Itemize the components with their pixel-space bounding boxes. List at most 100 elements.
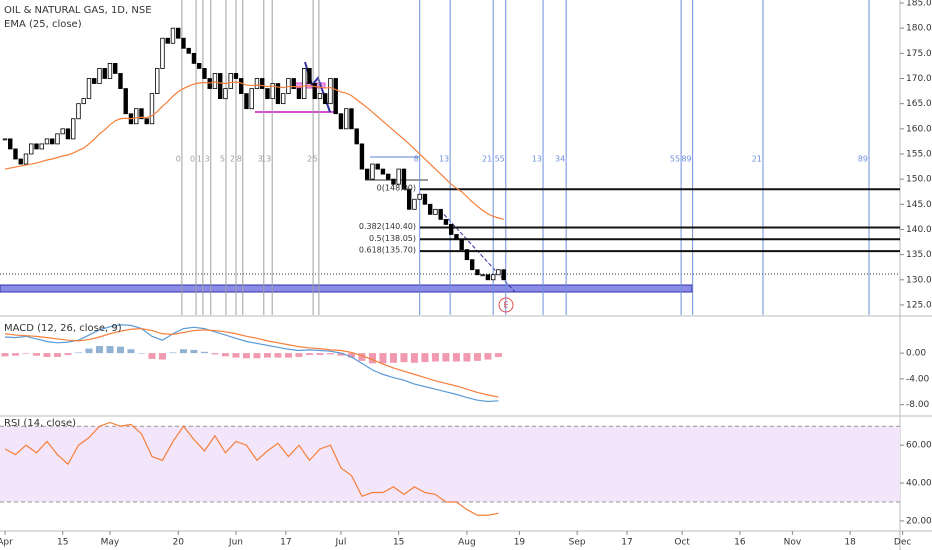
chart-title: OIL & NATURAL GAS, 1D, NSE <box>4 5 152 16</box>
candle <box>485 274 491 281</box>
histogram-bar <box>316 353 324 356</box>
histogram-bar <box>127 349 135 354</box>
histogram-bar <box>106 346 114 354</box>
histogram-bar <box>295 353 303 357</box>
fib-label: 0.382(140.40) <box>359 222 416 231</box>
histogram-bar <box>431 353 439 362</box>
time-label: 55 <box>495 155 505 164</box>
fib-label: 0.5(138.05) <box>369 234 416 243</box>
candle <box>391 178 396 185</box>
candle <box>228 73 233 89</box>
candle <box>113 63 118 74</box>
x-tick-label: 15 <box>57 538 68 548</box>
histogram-bar <box>337 353 345 356</box>
candle <box>92 78 97 84</box>
histogram-bar <box>326 353 334 355</box>
time-label: 8 <box>414 155 419 164</box>
x-tick-label: Jul <box>335 538 347 548</box>
candle <box>123 88 128 115</box>
y-tick-label: 135.00 <box>906 250 932 260</box>
candle <box>328 78 333 105</box>
candle <box>454 234 459 240</box>
histogram-bar <box>11 353 19 356</box>
rsi-band <box>0 426 900 502</box>
candle <box>459 239 464 250</box>
candle <box>2 138 8 141</box>
candle <box>233 73 239 79</box>
histogram-bar <box>22 353 30 354</box>
time-label: 34 <box>555 155 565 164</box>
histogram-bar <box>368 353 376 364</box>
time-label: 5 <box>313 155 318 164</box>
fib-label: 0(148.00) <box>377 184 416 193</box>
histogram-bar <box>190 349 198 354</box>
event-label: E <box>503 301 508 310</box>
candle <box>239 78 244 94</box>
time-label: 3 <box>205 155 210 164</box>
macd-line <box>4 324 499 403</box>
candle <box>29 143 34 155</box>
x-tick-label: Jun <box>228 538 243 548</box>
y-tick-label: 145.00 <box>906 200 932 210</box>
candle <box>55 133 60 145</box>
time-label: 8 <box>237 155 242 164</box>
x-tick-label: 20 <box>172 538 184 548</box>
x-tick-label: 17 <box>621 538 632 548</box>
candle <box>97 68 102 84</box>
x-tick-label: 17 <box>280 538 291 548</box>
candle <box>149 93 155 125</box>
support-zone <box>0 284 693 293</box>
candle <box>186 47 191 54</box>
y-tick-label: 165.00 <box>906 99 932 109</box>
histogram-bar <box>232 353 240 358</box>
candle <box>406 188 412 210</box>
y-tick-label: 175.00 <box>906 49 932 59</box>
time-label: 1 <box>197 155 202 164</box>
candle <box>296 88 302 100</box>
histogram-bar <box>379 353 387 364</box>
candle <box>176 27 181 39</box>
histogram-bar <box>284 353 292 358</box>
time-label: 89 <box>858 155 868 164</box>
histogram-bar <box>358 353 366 361</box>
candle <box>448 224 454 235</box>
candle <box>291 78 296 89</box>
rsi-line <box>4 421 499 516</box>
candle <box>34 143 39 150</box>
candle <box>107 63 113 79</box>
candle <box>281 93 286 105</box>
histogram-bar <box>179 349 187 354</box>
histogram-bar <box>32 353 40 356</box>
candle <box>370 163 375 180</box>
fib-label: 0.618(135.70) <box>359 246 416 255</box>
candle <box>422 193 428 205</box>
y-tick-label: 0.00 <box>906 349 926 359</box>
histogram-bar <box>400 353 408 363</box>
x-tick-label: Oct <box>674 538 690 548</box>
histogram-bar <box>452 353 460 362</box>
time-label: 3 <box>258 155 263 164</box>
histogram-bar <box>53 353 61 357</box>
histogram-bar <box>116 346 124 354</box>
candle <box>312 83 317 100</box>
y-tick-label: -8.00 <box>906 400 930 410</box>
candle <box>81 98 86 105</box>
histogram-bar <box>148 353 156 359</box>
candle <box>249 88 254 110</box>
candle <box>464 249 470 261</box>
candle <box>155 68 160 94</box>
histogram-bar <box>64 353 72 356</box>
histogram-bar <box>221 353 229 357</box>
candle <box>433 208 438 215</box>
candle <box>223 88 228 100</box>
histogram-bar <box>253 353 261 359</box>
histogram-bar <box>137 353 145 354</box>
time-label: 2 <box>230 155 235 164</box>
time-label: 13 <box>261 155 271 164</box>
time-label: 21 <box>482 155 492 164</box>
histogram-bar <box>211 353 219 355</box>
candle <box>18 158 23 165</box>
y-tick-label: 155.00 <box>906 149 932 159</box>
x-tick-label: 18 <box>844 538 856 548</box>
